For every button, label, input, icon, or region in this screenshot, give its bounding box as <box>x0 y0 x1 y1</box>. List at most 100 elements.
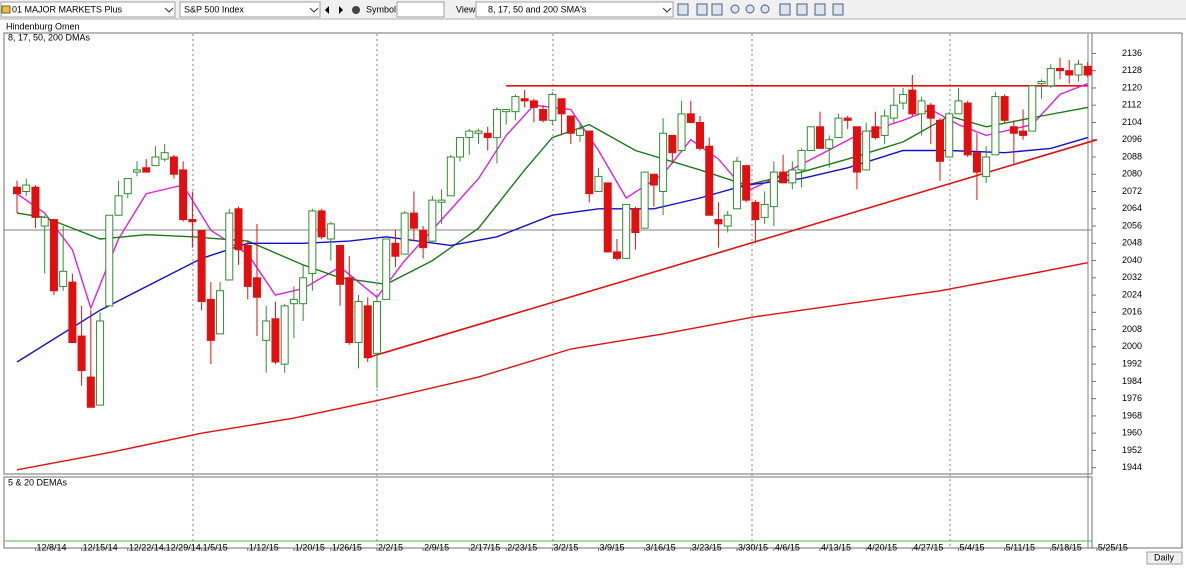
candle-body <box>742 165 751 201</box>
x-tick-label: 12/8/14 <box>36 542 66 552</box>
candle-body <box>566 115 575 134</box>
candle-body <box>22 184 31 193</box>
candle-body <box>252 277 261 298</box>
dropdown-arrow <box>662 7 672 13</box>
candle-body <box>649 173 658 186</box>
candle-body <box>659 132 668 193</box>
x-tick-label: 3/30/15 <box>738 542 768 552</box>
candle-body <box>945 113 954 158</box>
period-label[interactable]: Daily <box>1154 552 1175 562</box>
candle-body <box>345 277 354 344</box>
y-tick-label: 2080 <box>1122 169 1142 179</box>
candle-body <box>1000 96 1009 121</box>
y-tick-label: 1944 <box>1122 462 1142 472</box>
candle-body <box>474 130 483 134</box>
x-tick-label: 2/9/15 <box>424 542 449 552</box>
candle-body <box>188 219 197 223</box>
candle-body <box>483 132 492 139</box>
symbol-input[interactable] <box>396 1 445 18</box>
y-tick-label: 2104 <box>1122 117 1142 127</box>
candle-body <box>769 171 778 208</box>
candle-body <box>465 130 474 139</box>
candle-body <box>760 203 769 218</box>
folder-icon <box>1 5 11 14</box>
study-title: Hindenburg Omen <box>6 21 80 31</box>
candle-body <box>234 208 243 251</box>
candle-body <box>1065 70 1074 76</box>
moving-average <box>16 106 1088 286</box>
candle-body <box>1019 130 1028 136</box>
x-tick-label: 12/29/14 <box>166 542 201 552</box>
find-button[interactable] <box>352 6 360 14</box>
index-label: S&P 500 Index <box>184 4 244 14</box>
candle-body <box>917 100 926 115</box>
candle-body <box>936 119 944 162</box>
x-tick-label: 4/20/15 <box>867 542 897 552</box>
candle-body <box>1028 85 1037 132</box>
y-tick-label: 1960 <box>1122 428 1142 438</box>
y-tick-label: 2128 <box>1122 65 1142 75</box>
prev-button[interactable] <box>325 6 329 14</box>
candle-body <box>963 102 972 156</box>
candle-body <box>151 156 160 167</box>
candle-body <box>982 156 991 177</box>
icon[interactable] <box>779 3 791 16</box>
zoom-icon[interactable] <box>760 4 770 14</box>
candle-body <box>991 96 1000 156</box>
candle-body <box>926 104 935 119</box>
candle-body <box>972 152 981 173</box>
x-tick-label: 3/2/15 <box>553 542 578 552</box>
zoom-icon[interactable] <box>730 4 740 14</box>
period-button[interactable] <box>1146 551 1183 565</box>
candle-body <box>751 201 760 221</box>
candle-body <box>262 320 271 341</box>
candle-body <box>179 169 188 221</box>
candle-body <box>169 156 178 175</box>
symbol-label: Symbol: <box>366 4 399 14</box>
candle-body <box>77 335 86 372</box>
candle-body <box>197 229 206 303</box>
icon[interactable] <box>711 3 723 16</box>
candle-body <box>788 169 797 184</box>
candle-body <box>243 244 252 287</box>
candle-body <box>797 150 806 171</box>
portfolio-dropdown[interactable] <box>0 1 176 18</box>
candle-body <box>363 305 372 359</box>
y-tick-label: 2032 <box>1122 272 1142 282</box>
candle-body <box>409 212 418 229</box>
icon[interactable] <box>814 3 826 16</box>
candle-body <box>1074 63 1083 76</box>
dropdown-arrow <box>309 7 319 13</box>
candle-body <box>160 152 169 160</box>
y-tick-label: 1968 <box>1122 410 1142 420</box>
icon[interactable] <box>677 3 689 16</box>
icon[interactable] <box>696 3 708 16</box>
moving-average <box>16 136 1088 363</box>
candle-body <box>548 93 557 121</box>
y-tick-label: 2120 <box>1122 82 1142 92</box>
next-button[interactable] <box>339 6 343 14</box>
y-tick-label: 2088 <box>1122 151 1142 161</box>
candle-body <box>1046 68 1055 87</box>
x-tick-label: 3/23/15 <box>692 542 722 552</box>
candle-body <box>908 89 917 115</box>
candle-body <box>419 229 428 249</box>
icon[interactable] <box>796 3 808 16</box>
candle-body <box>271 318 280 363</box>
icon[interactable] <box>832 3 844 16</box>
y-tick-label: 1984 <box>1122 376 1142 386</box>
index-dropdown[interactable] <box>179 1 321 18</box>
view-dropdown[interactable] <box>475 1 674 18</box>
candle-body <box>299 277 308 305</box>
candle-body <box>714 219 723 225</box>
portfolio-label: 01 MAJOR MARKETS Plus <box>12 4 123 14</box>
candle-body <box>502 109 511 113</box>
candle-body <box>317 210 326 238</box>
toolbar-icons <box>677 3 844 16</box>
zoom-icon[interactable] <box>745 4 755 14</box>
candle-body <box>326 223 335 240</box>
candle-body <box>1037 80 1046 85</box>
candle-body <box>603 182 612 253</box>
candle-body <box>640 171 649 229</box>
